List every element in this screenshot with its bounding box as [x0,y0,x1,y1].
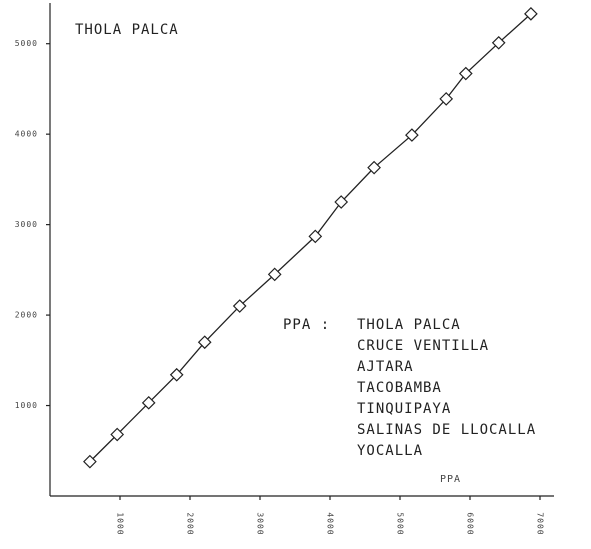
legend-station: TACOBAMBA [357,380,442,396]
x-tick-label: 3000 [256,512,265,535]
x-tick-label: 4000 [326,512,335,535]
x-tick-label: 7000 [536,512,545,535]
y-tick-label: 5000 [15,39,38,48]
data-point [308,229,323,244]
legend-station: YOCALLA [357,443,423,459]
legend-station: SALINAS DE LLOCALLA [357,422,536,438]
data-point [524,7,538,21]
data-point [334,195,349,209]
legend-station: THOLA PALCA [357,317,461,333]
data-point [197,335,212,350]
x-tick-label: 1000 [116,512,125,535]
x-tick-label: 6000 [466,512,475,535]
chart-title: THOLA PALCA [75,22,179,38]
data-point [458,66,473,81]
legend-station: AJTARA [357,359,414,375]
data-point [232,299,247,313]
legend-station: TINQUIPAYA [357,401,451,417]
y-tick-label: 2000 [15,311,38,320]
legend-label: PPA : [283,317,330,333]
data-point [405,128,419,142]
data-point [169,367,184,382]
data-point [439,92,454,106]
x-tick-label: 2000 [186,512,195,535]
data-point [491,35,506,50]
x-axis-label: PPA [440,474,461,485]
data-point [141,395,156,410]
data-point [110,427,125,442]
data-point [267,267,282,282]
x-tick-label: 5000 [396,512,405,535]
y-tick-label: 3000 [15,220,38,229]
y-tick-label: 4000 [15,130,38,139]
data-point [83,454,97,469]
data-point [367,160,381,175]
y-tick-label: 1000 [15,401,38,410]
legend-station: CRUCE VENTILLA [357,338,489,354]
